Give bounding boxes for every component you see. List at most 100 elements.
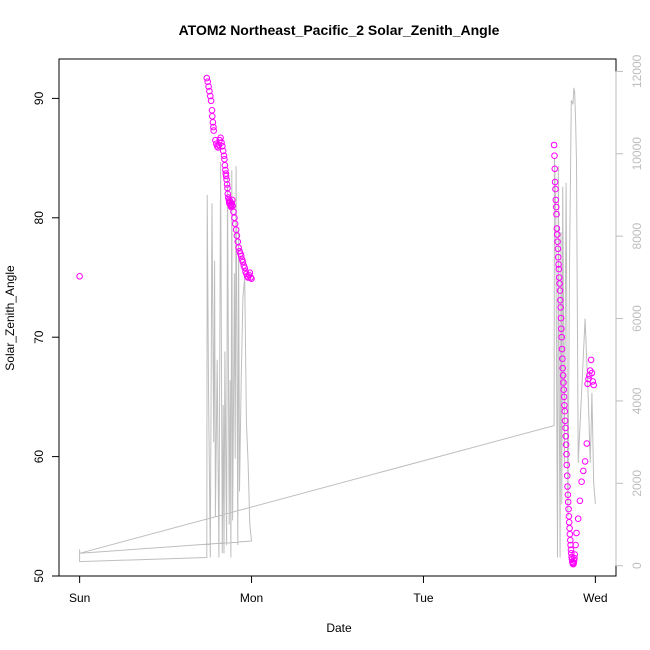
data-point [566, 524, 573, 532]
data-point [210, 123, 217, 131]
data-point [560, 379, 567, 386]
x-tick-label: Sun [69, 591, 90, 605]
data-point [563, 450, 570, 458]
data-point [553, 231, 561, 238]
data-point [246, 269, 254, 277]
data-point [558, 333, 566, 341]
data-point [573, 529, 580, 537]
data-point [551, 152, 558, 159]
data-point [233, 232, 241, 239]
y-tick-label: 80 [32, 211, 46, 225]
data-point [583, 440, 591, 447]
data-point [208, 107, 216, 114]
data-point [247, 274, 254, 281]
data-point [552, 185, 559, 193]
data-point [554, 253, 562, 261]
data-point [219, 142, 226, 150]
data-point [584, 380, 591, 388]
data-point [564, 483, 571, 490]
data-point [555, 261, 562, 268]
data-point [217, 134, 224, 142]
data-point [564, 491, 572, 499]
data-point [566, 530, 574, 538]
data-point [241, 264, 248, 272]
data-point [563, 472, 571, 480]
data-point [563, 461, 571, 469]
data-point [576, 497, 584, 505]
data-point [218, 139, 225, 146]
data-point [561, 417, 569, 425]
data-point [578, 478, 585, 486]
data-point [551, 165, 559, 173]
data-point [557, 314, 565, 322]
data-point [221, 156, 228, 163]
data-point [565, 513, 573, 520]
data-point [207, 97, 215, 105]
data-point [567, 546, 575, 554]
data-point [203, 74, 211, 82]
data-point [562, 424, 569, 432]
data-point [587, 356, 595, 364]
data-point [230, 208, 237, 216]
data-point [209, 113, 216, 120]
secondary-series-line [79, 87, 596, 563]
data-point [223, 176, 230, 183]
y-tick-label: 50 [32, 569, 46, 583]
data-point [567, 541, 574, 549]
y-tick-label: 70 [32, 330, 46, 344]
plot-frame [58, 58, 617, 577]
y2-tick-label: 0 [630, 562, 644, 569]
data-point [550, 141, 558, 149]
data-point [212, 136, 219, 144]
y2-tick-label: 10000 [630, 137, 644, 171]
data-point [557, 304, 564, 311]
y-axis: 50 60 70 80 90 [32, 91, 60, 583]
data-point [560, 386, 568, 394]
data-point [205, 83, 212, 90]
data-point [588, 369, 596, 377]
data-point [559, 364, 567, 372]
x-tick-label: Wed [583, 591, 607, 605]
data-point [559, 355, 566, 363]
data-point [581, 458, 589, 465]
y2-tick-label: 12000 [630, 54, 644, 88]
y-tick-label: 90 [32, 91, 46, 105]
data-point [235, 244, 242, 251]
y-axis-label: Solar_Zenith_Angle [3, 265, 17, 371]
data-point [564, 498, 572, 506]
data-point [562, 441, 570, 449]
data-point [552, 196, 560, 204]
data-point [551, 178, 559, 186]
data-point [557, 296, 564, 304]
data-point [204, 78, 211, 85]
data-point [558, 345, 566, 353]
data-point [222, 172, 230, 180]
y2-axis: 0 2000 4000 6000 8000 10000 12000 [615, 54, 644, 569]
y2-tick-label: 8000 [630, 222, 644, 249]
data-point [556, 280, 563, 287]
data-point [560, 393, 568, 401]
data-point [590, 381, 598, 389]
secondary-line-layer [79, 87, 596, 563]
x-tick-label: Tue [413, 591, 434, 605]
data-point [552, 203, 560, 211]
x-axis-label: Date [326, 621, 352, 635]
data-point [565, 505, 572, 513]
y-tick-label: 60 [32, 450, 46, 464]
data-point [220, 152, 228, 159]
data-point [206, 87, 213, 95]
data-point [565, 519, 573, 526]
points-layer [76, 74, 598, 568]
data-point [589, 378, 597, 385]
data-point [553, 210, 560, 218]
data-point [571, 551, 579, 558]
data-point [221, 162, 229, 169]
data-point [571, 554, 578, 562]
x-tick-label: Mon [240, 591, 263, 605]
data-point [224, 190, 232, 198]
data-point [555, 265, 563, 273]
y2-tick-label: 2000 [630, 470, 644, 497]
data-point [562, 433, 570, 440]
data-point [76, 273, 83, 280]
